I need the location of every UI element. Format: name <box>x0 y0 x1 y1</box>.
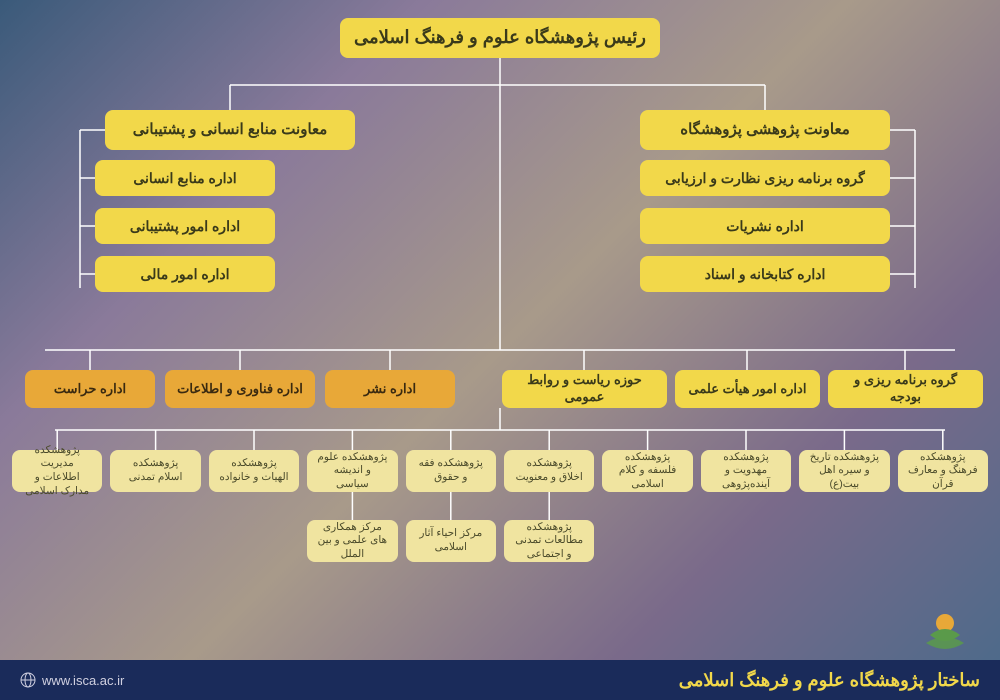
row2-box-0: اداره حراست <box>25 370 155 408</box>
footer-url: www.isca.ac.ir <box>20 672 124 688</box>
row3-box-5: پژوهشکده اخلاق و معنویت <box>504 450 594 492</box>
globe-icon <box>20 672 36 688</box>
left-vp-head: معاونت منابع انسانی و پشتیبانی <box>105 110 355 150</box>
root-box: رئیس پژوهشگاه علوم و فرهنگ اسلامی <box>340 18 660 58</box>
row3-box-1: پژوهشکده اسلام تمدنی <box>110 450 200 492</box>
row3-box-7: پژوهشکده مهدویت و آینده‌پژوهی <box>701 450 791 492</box>
row2-box-4: اداره امور هیأت علمی <box>675 370 820 408</box>
row2-box-1: اداره فناوری و اطلاعات <box>165 370 315 408</box>
isca-logo <box>920 605 970 655</box>
row2-box-5: گروه برنامه ریزی و بودجه <box>828 370 983 408</box>
left-vp-item-0: اداره منابع انسانی <box>95 160 275 196</box>
row3-box-9: پژوهشکده فرهنگ و معارف قرآن <box>898 450 988 492</box>
footer-title: ساختار پژوهشگاه علوم و فرهنگ اسلامی <box>679 670 980 691</box>
row3-box-6: پژوهشکده فلسفه و کلام اسلامی <box>602 450 692 492</box>
right-vp-head: معاونت پژوهشی پژوهشگاه <box>640 110 890 150</box>
row3-box-2: پژوهشکده الهیات و خانواده <box>209 450 299 492</box>
right-vp-item-0: گروه برنامه ریزی نظارت و ارزیابی <box>640 160 890 196</box>
org-chart: رئیس پژوهشگاه علوم و فرهنگ اسلامی معاونت … <box>0 0 1000 660</box>
connector-lines <box>0 0 1000 660</box>
row4-box-1: مرکز احیاء آثار اسلامی <box>406 520 496 562</box>
row4-box-2: پژوهشکده مطالعات تمدنی و اجتماعی <box>504 520 594 562</box>
row3-box-0: پژوهشکده مدیریت اطلاعات و مدارک اسلامی <box>12 450 102 492</box>
row2-box-2: اداره نشر <box>325 370 455 408</box>
left-vp-item-2: اداره امور مالی <box>95 256 275 292</box>
row3-box-8: پژوهشکده تاریخ و سیره اهل بیت(ع) <box>799 450 889 492</box>
right-vp-item-1: اداره نشریات <box>640 208 890 244</box>
row3-box-3: پژوهشکده علوم و اندیشه سیاسی <box>307 450 397 492</box>
right-vp-item-2: اداره کتابخانه و اسناد <box>640 256 890 292</box>
row2-box-3: حوزه ریاست و روابط عمومی <box>502 370 667 408</box>
row3-box-4: پژوهشکده فقه و حقوق <box>406 450 496 492</box>
left-vp-item-1: اداره امور پشتیبانی <box>95 208 275 244</box>
row4-box-0: مرکز همکاری های علمی و بین الملل <box>307 520 397 562</box>
footer-bar: ساختار پژوهشگاه علوم و فرهنگ اسلامی www.… <box>0 660 1000 700</box>
